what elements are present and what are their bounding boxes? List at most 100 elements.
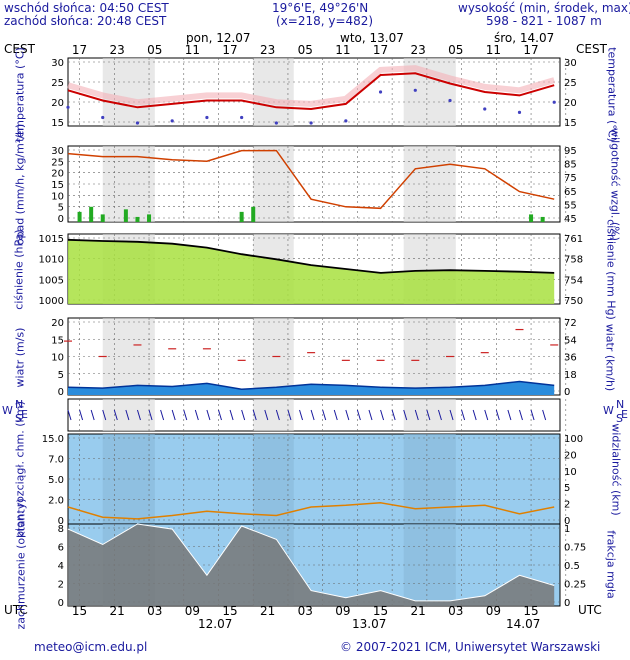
wind-direction-arrow <box>171 409 176 421</box>
wind-direction-arrow <box>206 409 211 421</box>
top-axis-left-label: CEST <box>4 42 35 56</box>
wind-direction-arrow <box>426 409 431 421</box>
bottom-hour-label: 03 <box>147 604 162 618</box>
tick-left-wind: 20 <box>51 318 64 329</box>
bottom-hour-label: 09 <box>185 604 200 618</box>
temp-series-line <box>67 72 555 111</box>
tick-right-precip: 75 <box>564 173 577 184</box>
tick-left-temp: 25 <box>51 78 64 89</box>
dewpoint-point <box>517 110 522 114</box>
dewpoint-point <box>170 119 174 123</box>
wind-direction-arrow <box>67 409 72 421</box>
dewpoint-point <box>309 121 313 125</box>
dewpoint-point <box>101 115 105 120</box>
sunrise-text: wschód słońca: 04:50 CEST <box>4 1 169 15</box>
precip-bar <box>147 214 152 222</box>
wind-direction-arrow <box>287 409 292 421</box>
bottom-hour-label: 09 <box>486 604 501 618</box>
wind-direction-arrow <box>90 409 95 421</box>
wind-area <box>68 381 555 395</box>
wind-direction-arrow <box>519 409 523 421</box>
tick-left-cover: 2 <box>58 580 64 591</box>
tick-left-wind: 15 <box>51 335 64 346</box>
tick-right-precip: 65 <box>564 187 577 198</box>
night-shade-dir-1 <box>253 399 294 431</box>
elevation-label: wysokość (min, środek, max) <box>458 1 630 15</box>
tick-left-wind: 5 <box>58 370 64 381</box>
sunset-text: zachód słońca: 20:48 CEST <box>4 14 167 28</box>
tick-left-temp: 15 <box>51 118 64 129</box>
wind-direction-arrow <box>229 409 234 421</box>
dewpoint-point <box>552 100 556 104</box>
elevation-values: 598 - 821 - 1087 m <box>486 14 602 28</box>
tick-left-wind: 0 <box>58 387 64 398</box>
precip-bar <box>540 216 545 222</box>
tick-left-cover: 8 <box>58 524 64 535</box>
precip-bar <box>251 206 256 222</box>
wind-direction-arrow <box>356 409 361 421</box>
tick-right-wind: 36 <box>564 353 577 364</box>
pressure-area <box>68 239 555 304</box>
wind-direction-arrow <box>264 409 269 421</box>
cloud-cover-area <box>68 524 555 606</box>
precip-bar <box>529 214 534 222</box>
wind-direction-arrow <box>194 409 199 421</box>
humidity-series-line <box>67 149 555 210</box>
tick-right-cover: 0 <box>564 598 570 609</box>
tick-right-cover: 0.25 <box>564 580 586 591</box>
wind-direction-arrow <box>218 409 222 421</box>
wind-direction-arrow <box>414 409 419 421</box>
tick-right-precip: 95 <box>564 146 577 157</box>
dewpoint-point <box>66 105 70 109</box>
top-hour-label: 17 <box>373 43 388 57</box>
tick-right-cover: 0.5 <box>564 561 580 572</box>
tick-left-cover: 4 <box>58 561 64 572</box>
bottom-hour-label: 15 <box>373 604 388 618</box>
bottom-hour-label: 21 <box>411 604 426 618</box>
tick-right-wind: 72 <box>564 318 577 329</box>
tick-right-cloud: 100 <box>564 434 583 445</box>
precip-bar <box>239 211 244 222</box>
top-hour-label: 23 <box>260 43 275 57</box>
tick-left-press: 1015 <box>39 234 64 245</box>
tick-right-temp: 30 <box>564 58 577 69</box>
tick-left-precip: 30 <box>51 146 64 157</box>
tick-right-cover: 1 <box>564 524 570 535</box>
night-shade-dir-0 <box>102 399 155 431</box>
compass-right-w: W <box>603 404 614 417</box>
tick-left-cloud: 2.0 <box>48 496 64 507</box>
wind-series-line <box>67 380 555 390</box>
tick-right-cover: 0.75 <box>564 543 586 554</box>
tick-left-wind: 10 <box>51 353 64 364</box>
top-hour-label: 23 <box>411 43 426 57</box>
dewpoint-point <box>205 115 209 120</box>
bottom-date-3: 14.07 <box>506 617 541 631</box>
top-hour-label: 05 <box>298 43 313 57</box>
footer-copyright: © 2007-2021 ICM, Uniwersytet Warszawski <box>340 640 601 654</box>
wind-direction-arrow <box>380 409 385 421</box>
dewpoint-point <box>378 90 383 94</box>
visibility-series-line <box>67 502 555 520</box>
bottom-hour-label: 15 <box>523 604 538 618</box>
cloud-cover-line <box>67 523 555 602</box>
wind-direction-arrow <box>102 409 107 421</box>
tick-left-precip: 15 <box>51 180 64 191</box>
tick-left-precip: 5 <box>58 203 64 214</box>
tick-left-temp: 20 <box>51 98 64 109</box>
wind-direction-arrow <box>241 409 246 421</box>
wind-direction-arrow <box>472 409 477 421</box>
wind-direction-arrow <box>542 409 547 421</box>
dewpoint-point <box>483 107 487 111</box>
wind-direction-arrow <box>148 409 153 421</box>
wind-direction-arrow <box>530 409 535 421</box>
footer-email[interactable]: meteo@icm.edu.pl <box>34 640 148 654</box>
top-hour-label: 05 <box>147 43 162 57</box>
wind-direction-arrow <box>183 409 188 421</box>
wind-direction-arrow <box>299 409 304 421</box>
compass-right-s: S <box>616 412 623 425</box>
bottom-hour-label: 21 <box>110 604 125 618</box>
wind-direction-arrow <box>461 409 466 421</box>
wind-direction-arrow <box>125 409 130 421</box>
wind-direction-arrow <box>437 409 442 421</box>
